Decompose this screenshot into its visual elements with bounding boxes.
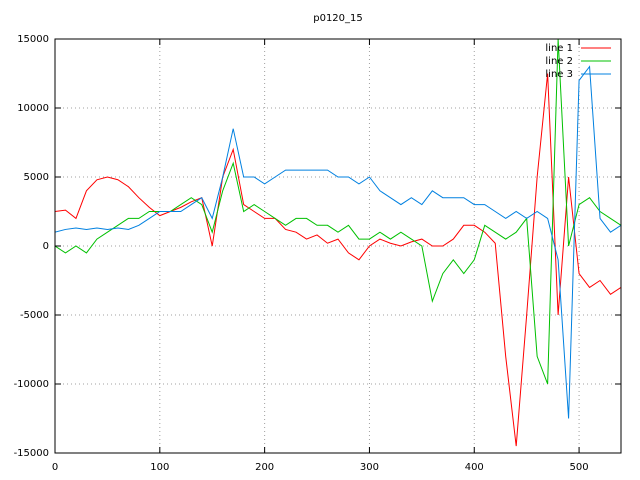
- x-tick-label: 500: [570, 462, 589, 473]
- legend-label: line 1: [545, 43, 573, 54]
- x-tick-label: 0: [52, 462, 58, 473]
- y-tick-label: -10000: [14, 379, 49, 390]
- x-tick-label: 100: [150, 462, 169, 473]
- y-tick-label: -5000: [20, 310, 49, 321]
- y-tick-label: 10000: [17, 103, 49, 114]
- y-tick-label: 0: [43, 241, 49, 252]
- x-tick-label: 300: [360, 462, 379, 473]
- x-tick-label: 200: [255, 462, 274, 473]
- x-tick-label: 400: [465, 462, 484, 473]
- data-line: [55, 65, 621, 419]
- data-line: [55, 39, 621, 385]
- y-tick-label: 15000: [17, 34, 49, 45]
- chart-title: p0120_15: [313, 13, 363, 24]
- y-tick-label: 5000: [24, 172, 49, 183]
- y-tick-label: -15000: [14, 448, 49, 459]
- plot-lines: [55, 39, 621, 447]
- legend-label: line 2: [545, 56, 573, 67]
- grid: [55, 39, 621, 453]
- data-line: [55, 73, 621, 447]
- legend-label: line 3: [545, 69, 573, 80]
